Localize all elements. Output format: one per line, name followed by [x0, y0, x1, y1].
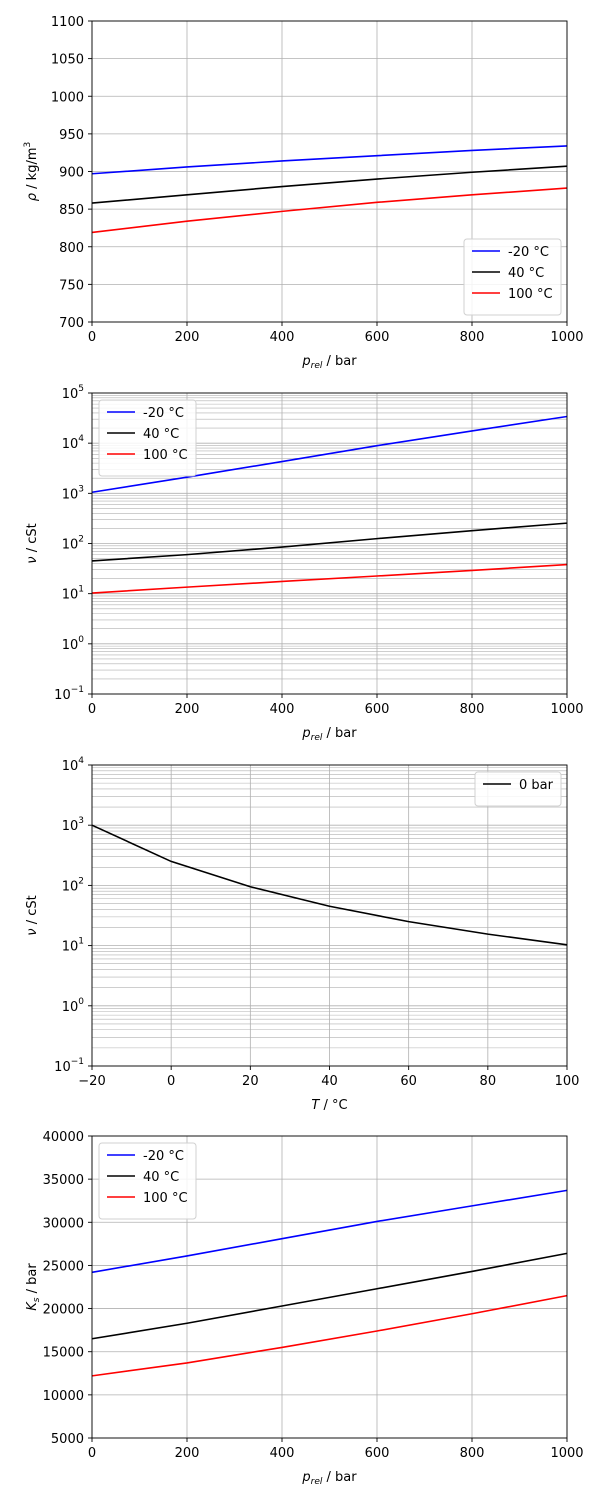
- y-tick-label: 1050: [51, 53, 84, 68]
- y-tick-label: 15000: [43, 1346, 84, 1361]
- y-tick-label: 25000: [43, 1259, 84, 1274]
- y-tick-label: 104: [62, 756, 85, 774]
- y-tick-label: 102: [62, 876, 84, 894]
- y-tick-label: 1000: [51, 90, 84, 105]
- y-tick-label: 104: [62, 434, 85, 452]
- x-tick-label: 1000: [550, 702, 583, 717]
- x-axis-label: prel / bar: [301, 1470, 357, 1487]
- x-axis-label: prel / bar: [301, 726, 357, 743]
- series-line-2: [91, 1252, 568, 1340]
- y-axis-label: ν / cSt: [25, 523, 40, 563]
- x-tick-label: 200: [175, 702, 200, 717]
- y-tick-label: 101: [62, 585, 84, 603]
- series-line-3: [91, 187, 568, 234]
- series-line-1: [91, 415, 568, 494]
- plot-frame: [91, 1135, 568, 1439]
- y-tick-label: 40000: [43, 1130, 84, 1145]
- x-axis-label: T / °C: [311, 1098, 347, 1113]
- y-tick-label: 800: [59, 241, 84, 256]
- chart-3: −20 0 20 40 60 80 100 10−1 100 101 102 103 104 T / °C…: [25, 756, 579, 1113]
- legend-label: 100 °C: [508, 287, 553, 302]
- x-tick-label: 800: [460, 1446, 485, 1461]
- x-tick-label: 1000: [550, 1446, 583, 1461]
- x-tick-label: 200: [175, 330, 200, 345]
- y-tick-label: 103: [62, 484, 84, 502]
- series-line-1: [91, 824, 568, 946]
- y-tick-label: 10−1: [54, 1057, 84, 1075]
- x-tick-label: 600: [365, 330, 390, 345]
- legend-box: [463, 238, 562, 316]
- legend-label: 40 °C: [143, 1170, 179, 1185]
- x-tick-label: 600: [365, 1446, 390, 1461]
- y-tick-label: 100: [62, 997, 85, 1015]
- legend-label: 100 °C: [143, 1191, 188, 1206]
- series-line-3: [91, 563, 568, 594]
- x-tick-label: 1000: [550, 330, 583, 345]
- chart-1: 0 200 400 600 800 1000 700 750 800 850 900 950 1000 1…: [23, 15, 584, 371]
- y-tick-label: 30000: [43, 1216, 84, 1231]
- y-tick-label: 850: [59, 203, 84, 218]
- x-tick-label: 400: [270, 1446, 295, 1461]
- x-tick-label: −20: [78, 1074, 105, 1089]
- legend-label: -20 °C: [143, 406, 184, 421]
- legend: -20 °C 40 °C 100 °C: [98, 399, 197, 477]
- y-tick-label: 900: [59, 166, 84, 181]
- y-tick-label: 35000: [43, 1173, 84, 1188]
- y-tick-label: 102: [62, 535, 84, 553]
- y-tick-label: 1100: [51, 15, 84, 30]
- x-tick-label: 0: [88, 702, 96, 717]
- x-axis-label: prel / bar: [301, 354, 357, 371]
- x-tick-label: 400: [270, 702, 295, 717]
- legend-box: [98, 399, 197, 477]
- y-tick-label: 20000: [43, 1303, 84, 1318]
- chart-2: 0 200 400 600 800 1000 10−1 100 101 102 103 104 105 p…: [25, 384, 584, 743]
- legend-label: 0 bar: [519, 778, 554, 793]
- y-tick-label: 105: [62, 384, 84, 402]
- legend-box: [474, 771, 562, 807]
- legend-label: 100 °C: [143, 448, 188, 463]
- legend: 0 bar: [474, 771, 562, 807]
- y-tick-label: 10000: [43, 1389, 84, 1404]
- x-tick-label: 0: [167, 1074, 175, 1089]
- legend: -20 °C 40 °C 100 °C: [463, 238, 562, 316]
- x-tick-label: 60: [400, 1074, 417, 1089]
- x-tick-label: 0: [88, 1446, 96, 1461]
- legend-label: 40 °C: [508, 266, 544, 281]
- x-tick-label: 200: [175, 1446, 200, 1461]
- y-tick-label: 5000: [51, 1432, 84, 1447]
- x-tick-label: 800: [460, 702, 485, 717]
- x-tick-label: 800: [460, 330, 485, 345]
- x-tick-label: 80: [480, 1074, 497, 1089]
- x-tick-label: 20: [242, 1074, 259, 1089]
- series-line-1: [91, 1189, 568, 1274]
- y-tick-label: 750: [59, 278, 84, 293]
- y-tick-label: 950: [59, 128, 84, 143]
- legend-label: -20 °C: [143, 1149, 184, 1164]
- y-tick-label: 10−1: [54, 685, 84, 703]
- y-axis-label: ν / cSt: [25, 895, 40, 935]
- y-axis-label: ρ / kg/m3: [23, 142, 40, 201]
- series-line-2: [91, 522, 568, 562]
- y-axis-label: Ks / bar: [25, 1263, 42, 1311]
- series-line-2: [91, 165, 568, 204]
- x-tick-label: 40: [321, 1074, 338, 1089]
- legend: -20 °C 40 °C 100 °C: [98, 1142, 197, 1220]
- x-tick-label: 0: [88, 330, 96, 345]
- y-tick-label: 700: [59, 316, 84, 331]
- y-tick-label: 103: [62, 816, 84, 834]
- series-line-3: [91, 1294, 568, 1377]
- legend-box: [98, 1142, 197, 1220]
- x-tick-label: 100: [555, 1074, 580, 1089]
- y-tick-label: 101: [62, 937, 84, 955]
- y-tick-label: 100: [62, 635, 85, 653]
- legend-label: 40 °C: [143, 427, 179, 442]
- series-line-1: [91, 145, 568, 175]
- x-tick-label: 600: [365, 702, 390, 717]
- legend-label: -20 °C: [508, 245, 549, 260]
- chart-4: 0 200 400 600 800 1000 5000 10000 15000 20000 2500…: [25, 1130, 584, 1487]
- x-tick-label: 400: [270, 330, 295, 345]
